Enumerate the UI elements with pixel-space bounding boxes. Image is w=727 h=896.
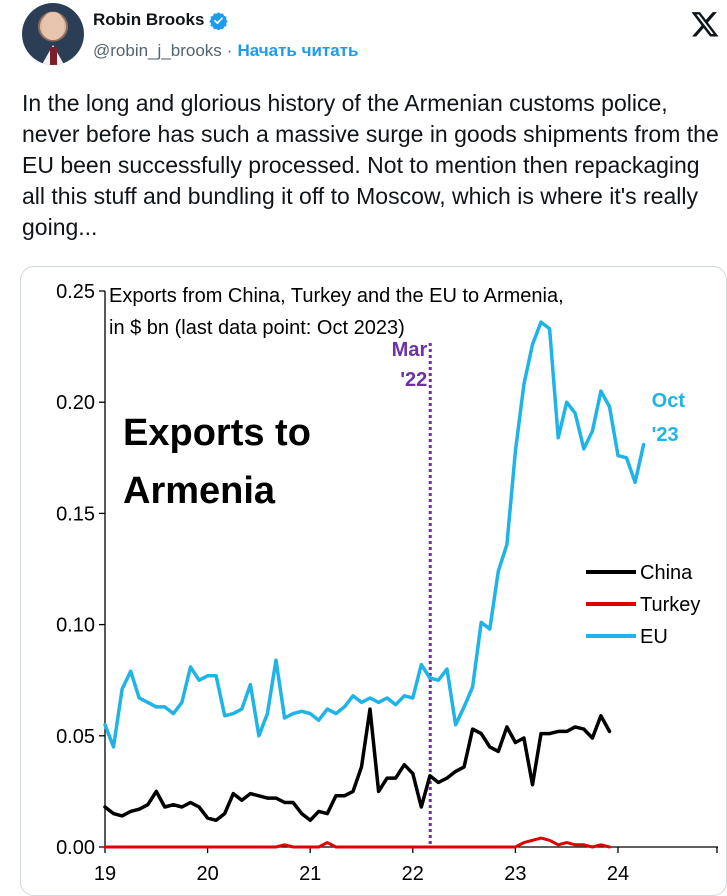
y-tick-label: 0.25 bbox=[56, 281, 95, 303]
chart-title: Exports from China, Turkey and the EU to… bbox=[109, 285, 564, 307]
author-name[interactable]: Robin Brooks bbox=[93, 10, 205, 29]
series-line-china bbox=[103, 707, 612, 823]
verified-badge-icon bbox=[209, 11, 229, 30]
y-tick-label: 0.20 bbox=[56, 392, 95, 414]
label-layer: Exports from China, Turkey and the EU to… bbox=[109, 285, 700, 648]
y-tick-label: 0.15 bbox=[56, 503, 95, 525]
handle-row: @robin_j_brooks · Начать читать bbox=[93, 41, 358, 61]
tweet-text: In the long and glorious history of the … bbox=[22, 90, 719, 240]
series-line-turkey bbox=[103, 836, 611, 849]
x-tick-label: 21 bbox=[299, 863, 321, 885]
follow-button[interactable]: Начать читать bbox=[237, 41, 359, 60]
y-tick-label: 0.05 bbox=[56, 726, 95, 748]
avatar-face bbox=[42, 12, 64, 40]
march-2022-label: '22 bbox=[400, 369, 427, 391]
legend-label-eu: EU bbox=[640, 626, 668, 648]
x-tick-label: 23 bbox=[504, 863, 526, 885]
axes-layer: 0.00 0.05 0.10 0.15 0.20 0.25 19 20 21 22 23 24 bbox=[56, 281, 718, 885]
eu-end-label: Oct bbox=[652, 390, 686, 412]
avatar[interactable] bbox=[22, 3, 84, 65]
x-tick-label: 24 bbox=[607, 863, 629, 885]
x-logo-icon[interactable] bbox=[690, 9, 720, 39]
separator-dot: · bbox=[226, 41, 233, 60]
author-handle[interactable]: @robin_j_brooks bbox=[93, 41, 222, 60]
series-line-eu bbox=[103, 320, 646, 749]
march-2022-label: Mar bbox=[392, 339, 428, 361]
author-row: Robin Brooks bbox=[93, 10, 229, 30]
series-layer bbox=[103, 320, 646, 849]
chart-subtitle: in $ bn (last data point: Oct 2023) bbox=[109, 317, 405, 339]
overlay-text: Armenia bbox=[123, 470, 276, 512]
overlay-text: Exports to bbox=[123, 412, 311, 454]
x-tick-label: 19 bbox=[94, 863, 116, 885]
eu-end-label: '23 bbox=[652, 424, 679, 446]
tweet-media-chart[interactable]: 0.00 0.05 0.10 0.15 0.20 0.25 19 20 21 22 23 24 Exp… bbox=[20, 266, 727, 896]
y-tick-label: 0.10 bbox=[56, 615, 95, 637]
tweet-header: Robin Brooks @robin_j_brooks · Начать чи… bbox=[0, 0, 727, 80]
avatar-tie bbox=[50, 47, 57, 65]
x-tick-label: 22 bbox=[402, 863, 424, 885]
x-tick-label: 20 bbox=[196, 863, 218, 885]
y-tick-label: 0.00 bbox=[56, 837, 95, 859]
legend-label-china: China bbox=[640, 562, 693, 584]
exports-chart: 0.00 0.05 0.10 0.15 0.20 0.25 19 20 21 22 23 24 Exp… bbox=[56, 281, 718, 885]
legend-label-turkey: Turkey bbox=[640, 594, 700, 616]
